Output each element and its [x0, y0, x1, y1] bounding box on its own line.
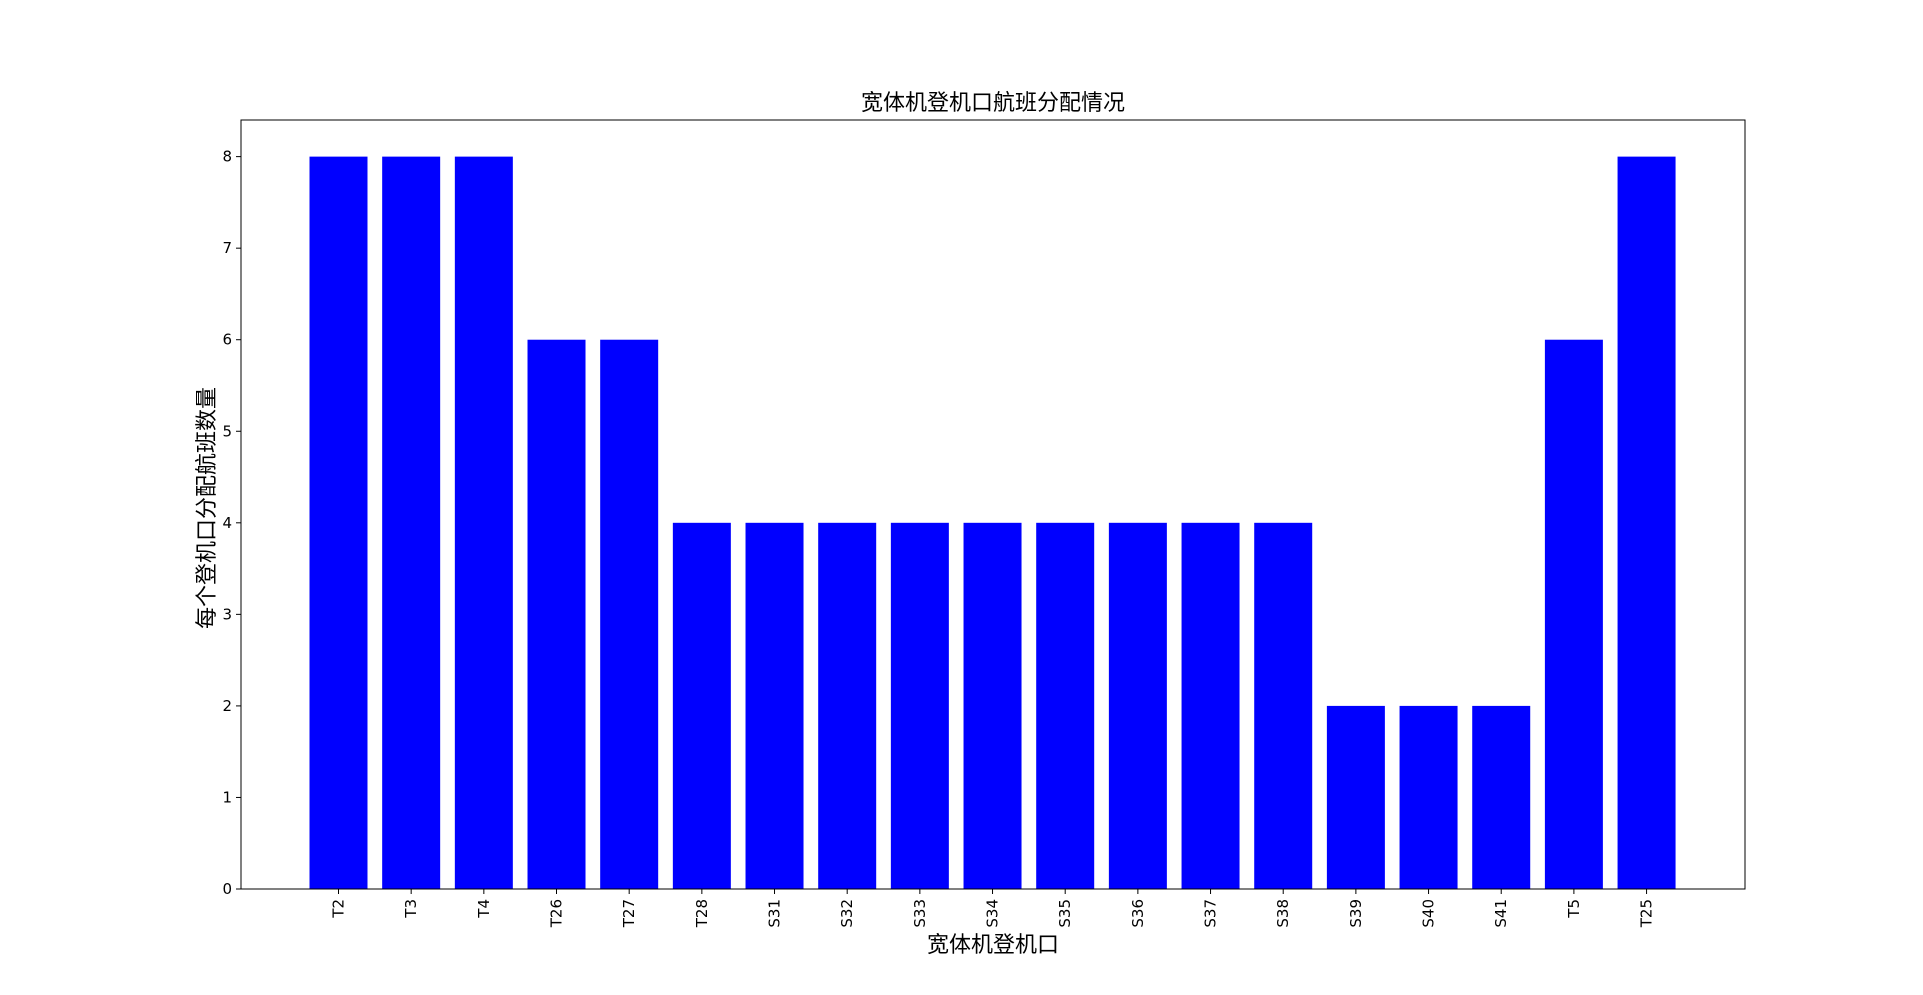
- x-axis-ticks: T2 T3 T4 T26 T27 T28 S31 S32 S33 S34 S35 S36 S37 S38 S…: [330, 889, 1656, 928]
- bar-S35: [1036, 522, 1095, 889]
- bar-S31: [745, 522, 804, 889]
- y-tick-label: 7: [222, 239, 232, 257]
- bar-T27: [600, 339, 659, 889]
- y-axis-title: 每个登机口分配航班数量: [195, 387, 220, 629]
- x-tick-label: T5: [1565, 899, 1583, 919]
- bar-S38: [1254, 522, 1313, 889]
- bars-group: [309, 156, 1676, 890]
- x-tick-label: T4: [475, 899, 493, 919]
- x-tick-label: T27: [620, 899, 638, 928]
- x-tick-label: T26: [548, 899, 566, 928]
- x-axis-title: 宽体机登机口: [927, 933, 1059, 958]
- bar-T25: [1617, 156, 1676, 890]
- x-tick-label: S40: [1420, 899, 1438, 928]
- x-tick-label: S36: [1129, 899, 1147, 928]
- y-tick-label: 2: [222, 697, 232, 715]
- x-tick-label: S35: [1056, 899, 1074, 928]
- x-tick-label: S41: [1492, 899, 1510, 928]
- bar-T3: [382, 156, 441, 890]
- y-tick-label: 3: [222, 605, 232, 623]
- y-tick-label: 0: [222, 880, 232, 898]
- bar-T2: [309, 156, 368, 890]
- x-tick-label: T3: [402, 899, 420, 919]
- x-tick-label: S32: [838, 899, 856, 928]
- bar-S32: [818, 522, 877, 889]
- x-tick-label: T2: [330, 899, 348, 919]
- x-tick-label: S34: [984, 899, 1002, 928]
- bar-S33: [890, 522, 949, 889]
- bar-T26: [527, 339, 586, 889]
- bar-T5: [1544, 339, 1603, 889]
- bar-S36: [1108, 522, 1167, 889]
- chart-title: 宽体机登机口航班分配情况: [861, 91, 1125, 116]
- y-tick-label: 1: [222, 788, 232, 806]
- bar-S40: [1399, 705, 1458, 889]
- y-tick-label: 8: [222, 148, 232, 166]
- bar-T4: [454, 156, 513, 890]
- y-tick-label: 6: [222, 331, 232, 349]
- bar-S37: [1181, 522, 1240, 889]
- y-tick-label: 5: [222, 422, 232, 440]
- x-tick-label: S33: [911, 899, 929, 928]
- x-tick-label: T28: [693, 899, 711, 928]
- x-tick-label: S31: [766, 899, 784, 928]
- x-tick-label: S37: [1202, 899, 1220, 928]
- bar-S39: [1326, 705, 1385, 889]
- x-tick-label: S38: [1274, 899, 1292, 928]
- plot-frame: [240, 119, 1746, 890]
- x-tick-label: S39: [1347, 899, 1365, 928]
- y-axis-ticks: 0 1 2 3 4 5 6 7 8: [222, 148, 241, 898]
- bar-S41: [1472, 705, 1531, 889]
- bar-T28: [672, 522, 731, 889]
- x-tick-label: T25: [1638, 899, 1656, 928]
- y-tick-label: 4: [222, 514, 232, 532]
- bar-S34: [963, 522, 1022, 889]
